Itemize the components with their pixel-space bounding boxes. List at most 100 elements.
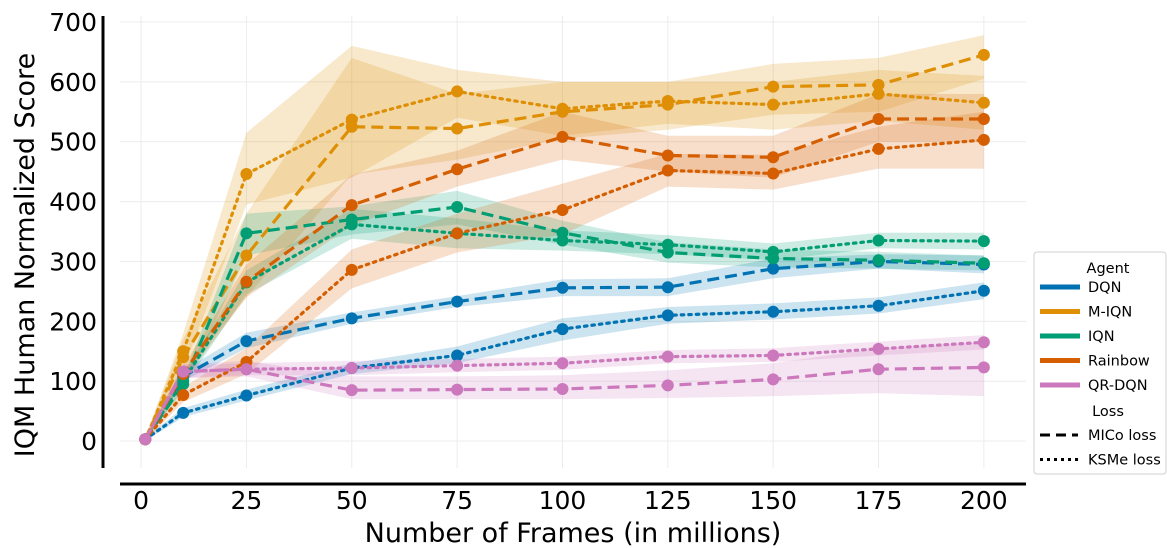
x-tick-label: 200 (960, 486, 1008, 515)
band-rainbow-mico-loss (145, 93, 984, 442)
line-iqn-ksme-loss (143, 222, 986, 441)
line-qr-dqn-mico-loss (143, 365, 984, 441)
point-m-iqn-ksme-loss (451, 85, 464, 98)
point-rainbow-mico-loss (977, 112, 990, 125)
x-tick-label: 25 (231, 486, 263, 515)
line-iqn-mico-loss (143, 205, 984, 441)
x-tick-label: 100 (539, 486, 587, 515)
y-tick-label: 500 (49, 128, 97, 157)
point-rainbow-mico-loss (767, 151, 780, 164)
point-iqn-ksme-loss (345, 218, 358, 231)
point-dqn-ksme-loss (177, 406, 190, 419)
point-iqn-mico-loss (872, 254, 885, 267)
point-rainbow-mico-loss (872, 112, 885, 125)
point-qr-dqn-mico-loss (977, 361, 990, 374)
band-m-iqn-mico-loss (145, 35, 984, 442)
series-points (139, 48, 990, 446)
point-qr-dqn-mico-loss (345, 384, 358, 397)
legend-agent-title: Agent (1087, 261, 1130, 277)
y-tick-label: 300 (49, 247, 97, 276)
point-rainbow-ksme-loss (177, 388, 190, 401)
x-axis-title: Number of Frames (in millions) (365, 518, 782, 548)
y-tick-label: 0 (81, 427, 97, 456)
point-rainbow-ksme-loss (977, 133, 990, 146)
legend-label-dqn: DQN (1088, 280, 1121, 296)
band-qr-dqn-ksme-loss (145, 335, 984, 442)
point-rainbow-mico-loss (345, 199, 358, 212)
band-m-iqn-ksme-loss (145, 45, 984, 442)
point-iqn-ksme-loss (872, 234, 885, 247)
x-tick-label: 0 (133, 486, 149, 515)
point-m-iqn-mico-loss (872, 78, 885, 91)
point-dqn-ksme-loss (451, 349, 464, 362)
x-tick-label: 50 (336, 486, 368, 515)
legend-label-rainbow: Rainbow (1088, 354, 1150, 370)
point-dqn-mico-loss (767, 262, 780, 275)
point-qr-dqn-ksme-loss (767, 349, 780, 362)
x-tick-labels: 0 25 50 75 100 125 150 175 200 (133, 486, 1008, 515)
point-m-iqn-mico-loss (451, 122, 464, 135)
point-dqn-mico-loss (661, 281, 674, 294)
point-rainbow-ksme-loss (556, 203, 569, 216)
line-rainbow-ksme-loss (143, 138, 986, 441)
point-dqn-ksme-loss (977, 284, 990, 297)
legend-label-ksme-loss: KSMe loss (1088, 453, 1161, 469)
x-tick-label: 125 (644, 486, 692, 515)
y-tick-label: 100 (49, 367, 97, 396)
legend-agent-entries: DQN M-IQN IQN Rainbow QR-DQN (1040, 280, 1150, 394)
point-m-iqn-mico-loss (767, 80, 780, 93)
point-dqn-ksme-loss (661, 309, 674, 322)
point-m-iqn-ksme-loss (767, 98, 780, 111)
legend-label-iqn: IQN (1088, 329, 1115, 345)
legend-frame (1033, 251, 1167, 475)
point-m-iqn-ksme-loss (556, 102, 569, 115)
point-iqn-ksme-loss (977, 235, 990, 248)
point-qr-dqn-ksme-loss (240, 363, 253, 376)
legend-label-m-iqn: M-IQN (1088, 305, 1132, 321)
point-qr-dqn-ksme-loss (977, 336, 990, 349)
legend: Agent DQN M-IQN IQN Rainbow QR-DQN Loss MICo… (1033, 251, 1167, 475)
point-rainbow-mico-loss (451, 163, 464, 176)
point-rainbow-ksme-loss (661, 164, 674, 177)
point-qr-dqn-ksme-loss (556, 357, 569, 370)
y-tick-label: 600 (49, 68, 97, 97)
legend-label-qr-dqn: QR-DQN (1088, 378, 1148, 394)
point-iqn-ksme-loss (767, 245, 780, 258)
point-m-iqn-ksme-loss (345, 113, 358, 126)
point-iqn-mico-loss (451, 200, 464, 213)
legend-label-mico-loss: MICo loss (1088, 428, 1156, 444)
y-tick-label: 700 (49, 8, 97, 37)
point-qr-dqn-ksme-loss (872, 342, 885, 355)
point-rainbow-ksme-loss (451, 227, 464, 240)
point-m-iqn-mico-loss (977, 48, 990, 61)
line-rainbow-mico-loss (143, 117, 984, 441)
point-iqn-mico-loss (240, 227, 253, 240)
point-qr-dqn-mico-loss (872, 363, 885, 376)
point-m-iqn-mico-loss (240, 249, 253, 262)
point-rainbow-ksme-loss (767, 167, 780, 180)
line-qr-dqn-ksme-loss (143, 340, 986, 441)
point-dqn-mico-loss (556, 281, 569, 294)
legend-loss-title: Loss (1092, 404, 1124, 420)
point-qr-dqn-ksme-loss (661, 350, 674, 363)
point-qr-dqn-ksme-loss (177, 365, 190, 378)
line-dqn-ksme-loss (143, 289, 986, 441)
line-m-iqn-ksme-loss (143, 89, 986, 441)
legend-loss-entries: MICo loss KSMe loss (1040, 428, 1161, 469)
point-dqn-mico-loss (451, 295, 464, 308)
point-m-iqn-ksme-loss (977, 96, 990, 109)
point-iqn-ksme-loss (556, 234, 569, 247)
point-iqn-ksme-loss (661, 238, 674, 251)
point-rainbow-ksme-loss (345, 263, 358, 276)
point-qr-dqn-mico-loss (661, 379, 674, 392)
x-tick-label: 175 (855, 486, 903, 515)
band-rainbow-ksme-loss (145, 111, 984, 442)
point-qr-dqn-mico-loss (556, 382, 569, 395)
y-axis-title: IQM Human Normalized Score (10, 53, 41, 457)
point-qr-dqn-ksme-loss (451, 359, 464, 372)
point-dqn-mico-loss (240, 335, 253, 348)
y-tick-labels: 0 100 200 300 400 500 600 700 (49, 8, 97, 456)
point-m-iqn-ksme-loss (240, 168, 253, 181)
y-tick-label: 200 (49, 307, 97, 336)
point-qr-dqn-mico-loss (767, 373, 780, 386)
